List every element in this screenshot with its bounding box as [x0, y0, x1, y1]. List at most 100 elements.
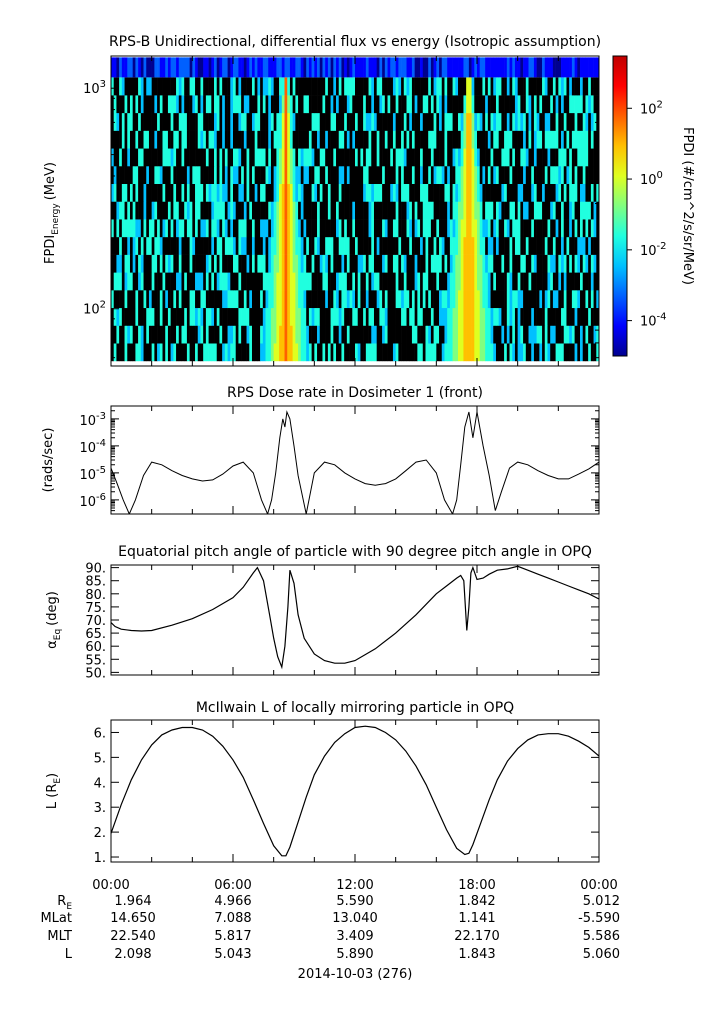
spectrogram-cell: [243, 254, 247, 273]
spectrogram-cell: [566, 148, 570, 167]
spectrogram-cell: [273, 148, 277, 167]
spectrogram-cell: [422, 290, 426, 309]
spectrogram-cell: [254, 272, 258, 291]
spectrogram-cell: [528, 290, 532, 309]
spectrogram-cell: [398, 112, 402, 131]
spectrogram-cell: [246, 183, 250, 202]
spectrogram-cell: [544, 112, 548, 131]
spectrogram-cell: [506, 148, 510, 167]
spectrogram-cell: [352, 165, 356, 184]
spectrogram-cell: [395, 130, 399, 149]
spectrogram-cell: [444, 219, 448, 238]
spectrogram-cell: [517, 290, 521, 309]
spectrogram-cell: [436, 130, 440, 149]
spectrogram-cell: [341, 77, 345, 96]
spectrogram-cell: [406, 343, 410, 362]
spectrogram-cell: [265, 201, 269, 220]
spectrogram-cell: [414, 130, 418, 149]
y-tick-label: 10-4: [79, 438, 106, 456]
spectrogram-cell: [411, 183, 415, 202]
spectrogram-cell: [474, 95, 478, 114]
spectrogram-cell: [382, 148, 386, 167]
spectrogram-cell: [477, 165, 481, 184]
spectrogram-cell: [148, 254, 152, 273]
spectrogram-cell: [276, 165, 280, 184]
spectrogram-cell: [452, 343, 456, 362]
spectrogram-cell: [531, 307, 535, 326]
spectrogram-cell: [233, 183, 237, 202]
spectrogram-cell: [336, 325, 340, 344]
spectrogram-cell: [398, 236, 402, 255]
spectrogram-cell: [422, 95, 426, 114]
spectrogram-cell: [327, 254, 331, 273]
spectrogram-cell: [151, 165, 155, 184]
spectrogram-cell: [233, 201, 237, 220]
spectrogram-cell: [382, 272, 386, 291]
spectrogram-cell: [506, 219, 510, 238]
spectrogram-cell: [574, 201, 578, 220]
spectrogram-cell: [216, 183, 220, 202]
spectrogram-cell: [132, 325, 136, 344]
spectrogram-cell: [111, 130, 115, 149]
spectrogram-cell: [148, 130, 152, 149]
spectrogram-cell: [181, 77, 185, 96]
spectrogram-cell: [495, 343, 499, 362]
spectrogram-cell: [333, 307, 337, 326]
spectrogram-cell: [224, 290, 228, 309]
spectrogram-cell: [167, 325, 171, 344]
spectrogram-cell: [371, 219, 375, 238]
y-tick-label: 10-5: [79, 465, 106, 483]
spectrogram-cell: [401, 165, 405, 184]
spectrogram-cell: [170, 148, 174, 167]
spectrogram-cell: [143, 307, 147, 326]
spectrogram-cell: [455, 307, 459, 326]
spectrogram-cell: [216, 77, 220, 96]
spectrogram-cell: [257, 130, 261, 149]
spectrogram-cell: [466, 201, 470, 220]
spectrogram-cell: [493, 165, 497, 184]
spectrogram-cell: [444, 307, 448, 326]
spectrogram-cell: [379, 254, 383, 273]
spectrogram-cell: [135, 130, 139, 149]
spectrogram-cell: [493, 77, 497, 96]
spectrogram-cell: [441, 325, 445, 344]
spectrogram-cell: [303, 183, 307, 202]
spectrogram-cell: [235, 112, 239, 131]
spectrogram-cell: [495, 183, 499, 202]
spectrogram-cell: [401, 130, 405, 149]
spectrogram-cell: [287, 57, 291, 78]
spectrogram-cell: [458, 130, 462, 149]
spectrogram-cell: [208, 165, 212, 184]
spectrogram-cell: [287, 148, 291, 167]
spectrogram-cell: [344, 57, 348, 78]
spectrogram-cell: [479, 148, 483, 167]
spectrogram-cell: [444, 201, 448, 220]
spectrogram-cell: [479, 325, 483, 344]
spectrogram-cell: [574, 57, 578, 78]
spectrogram-cell: [124, 236, 128, 255]
spectrogram-cell: [520, 112, 524, 131]
spectrogram-cell: [116, 343, 120, 362]
spectrogram-cell: [487, 183, 491, 202]
spectrogram-cell: [303, 148, 307, 167]
spectrogram-cell: [311, 290, 315, 309]
spectrogram-cell: [159, 236, 163, 255]
spectrogram-cell: [270, 236, 274, 255]
spectrogram-cell: [401, 254, 405, 273]
spectrogram-cell: [138, 325, 142, 344]
spectrogram-cell: [205, 57, 209, 78]
spectrogram-cell: [552, 201, 556, 220]
spectrogram-cell: [458, 290, 462, 309]
spectrogram-cell: [319, 130, 323, 149]
spectrogram-cell: [200, 57, 204, 78]
spectrogram-cell: [151, 148, 155, 167]
spectrogram-cell: [533, 112, 537, 131]
spectrogram-cell: [409, 95, 413, 114]
spectrogram-cell: [590, 290, 594, 309]
spectrogram-cell: [241, 165, 245, 184]
date-label: 2014-10-03 (276): [298, 967, 413, 982]
spectrogram-cell: [495, 201, 499, 220]
spectrogram-cell: [265, 343, 269, 362]
spectrogram-cell: [279, 77, 283, 96]
spectrogram-cell: [135, 57, 139, 78]
